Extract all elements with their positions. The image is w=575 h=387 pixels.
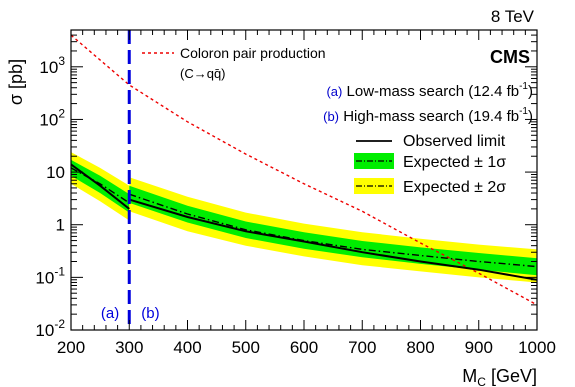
theory-curve-group xyxy=(71,34,537,306)
x-tick-label: 500 xyxy=(232,338,260,357)
legend-2sigma-swatch xyxy=(354,178,394,194)
x-tick-label: 900 xyxy=(465,338,493,357)
y-tick-exponent: 3 xyxy=(58,54,65,68)
legend-theory-process: (C→qq̄) xyxy=(180,66,226,81)
legend-observed-label: Observed limit xyxy=(403,133,506,150)
y-tick-label: 10-2 xyxy=(35,317,65,340)
legend-high-mass-tag: (b) xyxy=(323,109,339,124)
band-1sigma-seg1 xyxy=(129,185,538,276)
legend-low-mass: (a) Low-mass search (12.4 fb-1) xyxy=(326,81,533,100)
x-axis-label-unit: [GeV] xyxy=(486,366,537,386)
legend-theory-label: Coloron pair production xyxy=(180,45,326,61)
x-tick-label: 800 xyxy=(406,338,434,357)
legend-1sigma-label: Expected ± 1σ xyxy=(403,154,506,171)
uncertainty-bands xyxy=(71,152,538,283)
x-tick-label: 1000 xyxy=(518,338,556,357)
y-tick-exponent: 2 xyxy=(58,106,65,120)
y-axis-label: σ [pb] xyxy=(6,59,26,105)
legend-1sigma-swatch xyxy=(354,153,394,169)
legend-high-mass-close: ) xyxy=(528,108,533,125)
legend-high-mass-sup: -1 xyxy=(519,106,528,117)
y-tick-exponent: -1 xyxy=(54,264,65,278)
x-tick-label: 700 xyxy=(348,338,376,357)
legend-low-mass-close: ) xyxy=(528,83,533,100)
legend-low-mass-text: Low-mass search (12.4 fb xyxy=(347,83,520,100)
x-axis-label: MC [GeV] xyxy=(462,366,537,387)
boundary-label-a: (a) xyxy=(101,305,119,322)
x-tick-label: 600 xyxy=(290,338,318,357)
y-tick-label: 10 xyxy=(46,163,65,182)
legend-high-mass-text: High-mass search (19.4 fb xyxy=(343,108,519,125)
x-tick-label: 300 xyxy=(115,338,143,357)
legend-low-mass-tag: (a) xyxy=(326,84,342,99)
legend-low-mass-sup: -1 xyxy=(519,81,528,92)
x-tick-label: 200 xyxy=(57,338,85,357)
y-tick-label: 1 xyxy=(56,216,65,235)
observed-line-seg1 xyxy=(129,198,538,281)
expected-line-seg0 xyxy=(70,167,130,204)
y-tick-base: 10 xyxy=(39,58,58,77)
legend: Coloron pair production (C→qq̄) (a) Low-… xyxy=(142,45,533,196)
y-tick-label: 102 xyxy=(39,106,65,129)
y-tick-label: 10-1 xyxy=(35,264,65,287)
y-tick-base: 10 xyxy=(39,110,58,129)
x-axis-label-sub: C xyxy=(477,375,486,387)
cms-label: CMS xyxy=(490,47,530,67)
legend-high-mass: (b) High-mass search (19.4 fb-1) xyxy=(323,106,533,125)
y-tick-base: 10 xyxy=(35,321,54,340)
energy-label: 8 TeV xyxy=(491,7,535,26)
theory-curve xyxy=(71,34,537,306)
y-tick-label: 103 xyxy=(39,54,65,77)
limit-lines xyxy=(70,163,538,281)
legend-2sigma-label: Expected ± 2σ xyxy=(403,179,506,196)
x-tick-label: 400 xyxy=(173,338,201,357)
boundary-label-b: (b) xyxy=(141,305,159,322)
axis-ticks: 200 300 400 500 600 700 800 900 100010-210-11101… xyxy=(35,29,556,357)
y-tick-exponent: -2 xyxy=(54,317,65,331)
y-tick-base: 10 xyxy=(35,268,54,287)
y-tick-base: 10 xyxy=(46,163,65,182)
observed-line-seg0 xyxy=(70,163,130,210)
search-boundary-group: (a) (b) xyxy=(101,30,160,330)
y-tick-base: 1 xyxy=(56,216,65,235)
x-axis-label-main: M xyxy=(462,366,477,386)
